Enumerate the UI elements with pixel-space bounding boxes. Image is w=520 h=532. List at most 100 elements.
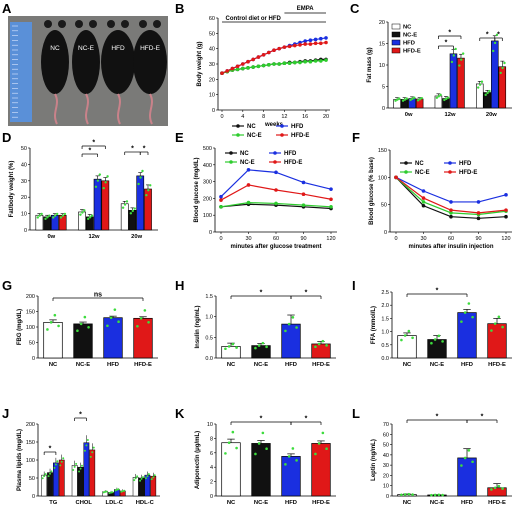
legend-swatch: [391, 23, 401, 30]
scatter-dot: [460, 320, 463, 323]
y-tick-label: 100: [378, 175, 387, 181]
annotation: Control diet or HFD: [226, 16, 282, 22]
scatter-dot: [403, 334, 407, 337]
scatter-dot: [79, 322, 83, 326]
scatter-dot: [461, 52, 465, 55]
mouse-ear: [75, 20, 83, 28]
data-point: [256, 55, 261, 59]
scatter-dot: [503, 61, 506, 65]
mouse-body: [101, 30, 135, 94]
legend-label: NC-E: [240, 160, 255, 166]
legend-marker: [280, 124, 284, 128]
data-point: [261, 63, 266, 68]
x-tick-label: 0: [220, 114, 223, 120]
data-point: [301, 192, 306, 196]
x-tick-label: 30: [245, 236, 251, 242]
data-point: [235, 64, 240, 69]
scatter-dot: [261, 341, 265, 345]
data-point: [421, 200, 426, 204]
panel-c: C 0 5 10 15 20 Fat mass (g) 0w 12w 20w NC NC-E HFD HF…: [350, 1, 512, 118]
data-point: [301, 180, 306, 185]
significance-label: *: [49, 446, 52, 453]
scatter-dot: [117, 488, 120, 491]
scatter-dot: [80, 464, 83, 467]
legend-label: HFD: [284, 151, 297, 157]
scatter-dot: [476, 86, 480, 89]
x-tick-label: NC: [49, 362, 58, 368]
significance-label: *: [92, 140, 95, 147]
y-tick-label: 20: [209, 77, 215, 83]
scatter-dot: [486, 91, 489, 95]
data-point: [274, 188, 278, 192]
y-tick-label: 0: [384, 230, 387, 236]
x-tick-label: TG: [49, 500, 58, 506]
scatter-dot: [152, 476, 155, 479]
legend-marker: [229, 160, 233, 164]
data-point: [293, 60, 297, 65]
x-tick-label: 0w: [47, 234, 55, 240]
scatter-dot: [284, 463, 287, 466]
x-tick-label: 12w: [89, 234, 100, 240]
scatter-dot: [254, 346, 257, 350]
data-point: [449, 211, 453, 215]
scatter-dot: [493, 486, 497, 490]
y-axis-label: Body weight (g): [197, 42, 203, 87]
scatter-dot: [450, 60, 454, 64]
scatter-dot: [488, 89, 491, 93]
data-point: [449, 200, 453, 204]
x-tick-label: 30: [420, 236, 426, 242]
significance-label: *: [143, 146, 146, 153]
scatter-dot: [144, 477, 147, 480]
legend-swatch: [391, 31, 401, 38]
data-point: [282, 45, 287, 49]
scatter-dot: [87, 326, 90, 329]
mouse-tail: [117, 93, 121, 125]
scatter-dot: [411, 97, 414, 101]
scatter-dot: [227, 345, 231, 348]
scatter-dot: [224, 452, 227, 455]
scatter-dot: [55, 212, 59, 216]
scatter-dot: [478, 83, 482, 86]
significance-label: *: [305, 290, 308, 297]
scatter-dot: [291, 447, 295, 450]
scatter-dot: [52, 216, 55, 219]
x-tick-label: 16: [302, 114, 308, 120]
scatter-dot: [131, 209, 134, 213]
scatter-dot: [76, 329, 79, 333]
x-tick-label: HFD-E: [312, 500, 330, 506]
scatter-dot: [490, 329, 493, 332]
scatter-dot: [231, 342, 235, 346]
scatter-dot: [125, 200, 129, 203]
mouse-ear: [89, 20, 97, 28]
scatter-dot: [227, 441, 231, 445]
data-point: [324, 58, 328, 62]
scatter-dot: [109, 316, 113, 320]
data-point: [504, 193, 508, 197]
data-point: [319, 36, 323, 41]
y-tick-label: 60: [383, 432, 389, 438]
legend-marker: [236, 133, 240, 137]
x-tick-label: HFD: [285, 500, 297, 506]
y-axis-label: Insulin (ng/mL): [195, 306, 201, 349]
scatter-dot: [401, 99, 405, 102]
scatter-dot: [91, 451, 94, 454]
scatter-dot: [284, 329, 287, 333]
data-point: [319, 59, 323, 63]
bar: [311, 443, 331, 497]
x-tick-label: HFD: [461, 500, 473, 506]
scatter-dot: [407, 492, 411, 496]
scatter-dot: [40, 212, 43, 216]
x-tick-label: HFD: [107, 362, 119, 368]
y-tick-label: 50: [21, 146, 27, 152]
data-point: [225, 69, 229, 73]
data-point: [449, 208, 453, 212]
scatter-dot: [78, 470, 81, 473]
scatter-dot: [147, 189, 150, 192]
data-point: [261, 53, 266, 57]
scatter-dot: [400, 493, 403, 497]
scatter-dot: [139, 176, 142, 179]
scatter-dot: [463, 456, 467, 460]
scatter-dot: [38, 214, 41, 217]
scatter-dot: [59, 464, 62, 467]
